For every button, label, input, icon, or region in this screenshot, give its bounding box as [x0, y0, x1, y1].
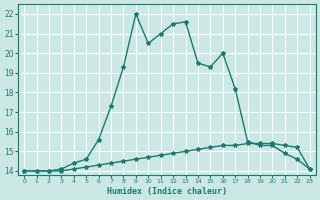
X-axis label: Humidex (Indice chaleur): Humidex (Indice chaleur)	[107, 187, 227, 196]
